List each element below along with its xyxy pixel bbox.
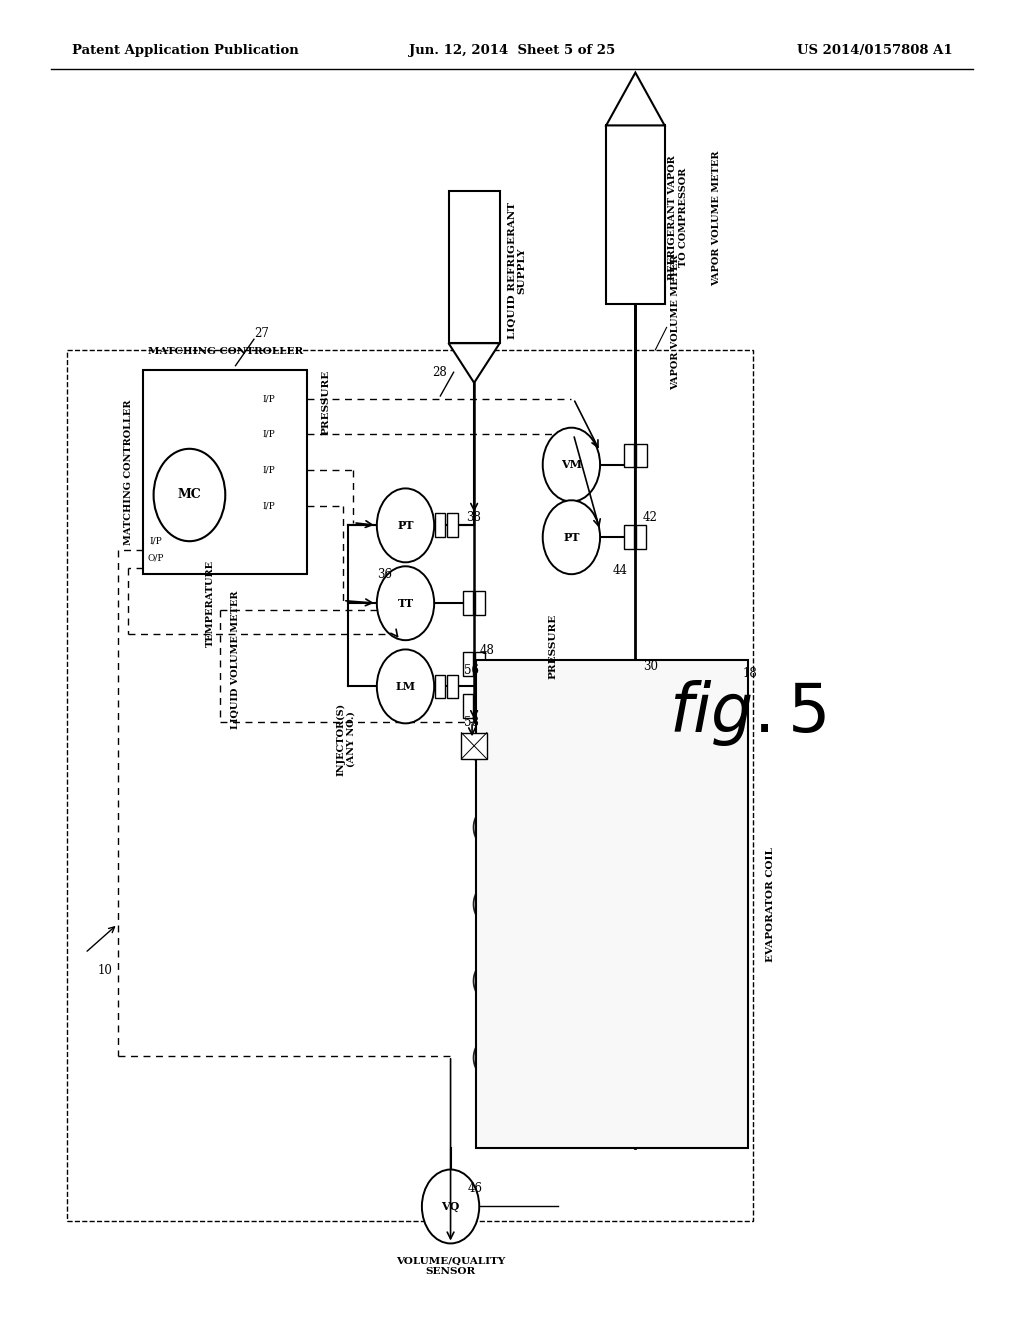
Text: MATCHING CONTROLLER: MATCHING CONTROLLER: [147, 347, 303, 356]
Bar: [463, 652, 473, 676]
Text: I/P: I/P: [262, 430, 274, 438]
Text: VQ: VQ: [441, 1201, 460, 1212]
Bar: [636, 525, 646, 549]
Text: REFRIGERANT VAPOR
TO COMPRESSOR: REFRIGERANT VAPOR TO COMPRESSOR: [669, 156, 687, 280]
Text: LIQUID VOLUME METER: LIQUID VOLUME METER: [231, 591, 240, 729]
Text: LM: LM: [395, 681, 416, 692]
Text: 44: 44: [612, 564, 628, 577]
Text: INJECTOR(S)
(ANY NO.): INJECTOR(S) (ANY NO.): [336, 702, 356, 776]
Text: VM: VM: [561, 459, 582, 470]
Text: PT: PT: [563, 532, 580, 543]
Bar: [447, 675, 458, 698]
Text: $\it{fig.5}$: $\it{fig.5}$: [669, 677, 826, 748]
Bar: [624, 444, 634, 467]
Text: MATCHING CONTROLLER: MATCHING CONTROLLER: [124, 399, 133, 545]
Text: EVAPORATOR COIL: EVAPORATOR COIL: [766, 846, 774, 962]
Bar: [463, 591, 473, 615]
Text: I/P: I/P: [262, 466, 274, 474]
Bar: [606, 125, 665, 304]
Text: Patent Application Publication: Patent Application Publication: [72, 44, 298, 57]
Text: 42: 42: [643, 511, 658, 524]
Text: 27: 27: [254, 327, 269, 341]
Text: 36: 36: [377, 568, 392, 581]
Text: 18: 18: [743, 667, 758, 680]
Text: I/P: I/P: [262, 395, 274, 403]
Text: 10: 10: [97, 964, 113, 977]
Text: 48: 48: [479, 644, 495, 657]
Text: TT: TT: [397, 598, 414, 609]
Text: VAPOR VOLUME METER: VAPOR VOLUME METER: [713, 150, 721, 285]
Text: I/P: I/P: [150, 537, 162, 545]
Text: MC: MC: [177, 488, 202, 502]
Bar: [435, 675, 445, 698]
Circle shape: [543, 500, 600, 574]
Text: 58: 58: [464, 715, 479, 729]
Bar: [475, 652, 485, 676]
Circle shape: [543, 428, 600, 502]
Circle shape: [154, 449, 225, 541]
Text: VAPOR VOLUME METER: VAPOR VOLUME METER: [671, 255, 680, 389]
Text: 46: 46: [468, 1181, 483, 1195]
Bar: [461, 733, 487, 759]
Polygon shape: [449, 343, 500, 383]
Text: US 2014/0157808 A1: US 2014/0157808 A1: [797, 44, 952, 57]
Bar: [447, 513, 458, 537]
Text: PRESSURE: PRESSURE: [549, 614, 557, 680]
Text: I/P: I/P: [262, 502, 274, 510]
Text: LIQUID REFRIGERANT
SUPPLY: LIQUID REFRIGERANT SUPPLY: [508, 202, 526, 339]
Bar: [435, 513, 445, 537]
Bar: [476, 660, 748, 1148]
Bar: [449, 191, 500, 343]
Bar: [636, 444, 647, 467]
Bar: [463, 694, 473, 718]
Text: PRESSURE: PRESSURE: [322, 370, 330, 436]
Text: Jun. 12, 2014  Sheet 5 of 25: Jun. 12, 2014 Sheet 5 of 25: [409, 44, 615, 57]
Text: 30: 30: [643, 660, 658, 673]
Bar: [475, 591, 485, 615]
Bar: [143, 370, 307, 574]
Text: PT: PT: [397, 520, 414, 531]
Circle shape: [422, 1170, 479, 1243]
Bar: [475, 694, 485, 718]
Text: 38: 38: [466, 511, 481, 524]
Circle shape: [377, 566, 434, 640]
Text: O/P: O/P: [147, 554, 164, 562]
Text: 28: 28: [432, 366, 446, 379]
Circle shape: [377, 488, 434, 562]
Circle shape: [377, 649, 434, 723]
Text: VOLUME/QUALITY
SENSOR: VOLUME/QUALITY SENSOR: [396, 1257, 505, 1276]
Text: TEMPERATURE: TEMPERATURE: [206, 560, 214, 647]
Bar: [67, 350, 753, 1221]
Polygon shape: [606, 73, 665, 125]
Bar: [624, 525, 634, 549]
Text: 56: 56: [464, 664, 479, 677]
